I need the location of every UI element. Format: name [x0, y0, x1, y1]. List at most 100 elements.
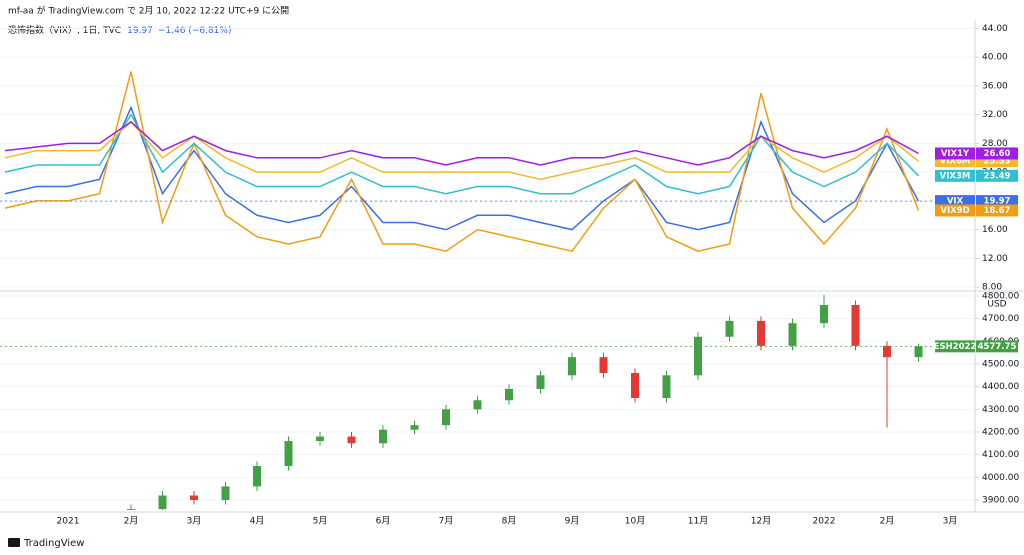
tag-name: VIX6M [940, 157, 971, 167]
x-tick-label: 5月 [313, 516, 328, 527]
candle-body [221, 486, 230, 501]
panes: 2021 2月 3月 4月 5月 6月 7月 8月 9月 10月 11月 12月 2022 2月 3月 8.0… [0, 24, 1019, 527]
candle-body [190, 495, 198, 501]
x-tick-label: 2月 [880, 516, 895, 527]
tag-value: 25.53 [984, 157, 1011, 167]
y-tick-label: 4400.00 [982, 382, 1019, 392]
candle-body [284, 441, 293, 467]
y-tick-label: 4700.00 [982, 314, 1019, 324]
series-line [4, 113, 920, 195]
candle-body [914, 346, 923, 358]
tag-value: 4577.75 [978, 342, 1017, 352]
candle-body [347, 436, 356, 444]
candle-body [536, 375, 545, 389]
candle-body [694, 336, 702, 376]
candle-body [127, 509, 135, 510]
y-tick-label: 4300.00 [982, 405, 1019, 415]
brand-name: TradingView [23, 538, 84, 549]
x-tick-label: 3月 [943, 516, 958, 527]
tag-name-bg [935, 195, 975, 208]
candle-body [568, 357, 576, 376]
x-tick-label: 3月 [187, 516, 202, 527]
tag-name: ESH2022 [934, 342, 977, 352]
x-tick-label: 10月 [625, 516, 645, 527]
y-tick-label: 16.00 [982, 225, 1008, 235]
x-tick-label: 2022 [813, 517, 836, 527]
series-line [4, 120, 919, 181]
brand-logo [8, 538, 20, 547]
legend-title: 恐怖指数（VIX）, 1日, TVC 19.97 −1.46 (−6.81%) [8, 24, 231, 36]
y-tick-label: 4000.00 [982, 473, 1019, 483]
candle-body [442, 409, 450, 426]
tag-name-bg [935, 169, 975, 182]
y-tick-label: 4100.00 [982, 450, 1019, 460]
tag-value-bg [976, 195, 1018, 208]
y-tick-label: 44.00 [982, 24, 1008, 34]
series-line [4, 120, 919, 166]
tag-value: 19.97 [984, 197, 1011, 207]
candle-body [410, 425, 419, 430]
x-tick-label: 11月 [688, 516, 708, 527]
plot-area [0, 71, 975, 253]
y-tick-label: 4800.00 [982, 291, 1019, 301]
legend-change: −1.46 (−6.81%) [158, 26, 232, 36]
price-unit: USD [987, 300, 1006, 310]
candle-body [631, 373, 639, 398]
tag-value-bg [976, 204, 1018, 217]
candle-body [379, 429, 387, 444]
tag-value: 23.49 [984, 171, 1011, 181]
y-tick-label: 4200.00 [982, 427, 1019, 437]
candle-body [599, 357, 608, 374]
y-tick-label: 36.00 [982, 81, 1008, 91]
candle-body [473, 400, 482, 410]
candle-body [883, 345, 891, 358]
y-tick-label: 12.00 [982, 254, 1008, 264]
tag-value-bg [976, 340, 1018, 353]
series-line [4, 71, 920, 253]
candle-body [788, 323, 797, 346]
x-tick-label: 8月 [502, 516, 517, 527]
candle-body [725, 320, 734, 337]
x-tick-label: 7月 [439, 516, 454, 527]
candle-body [158, 495, 167, 510]
tag-name: VIX3M [940, 171, 971, 181]
tag-name-bg [935, 147, 975, 160]
series-line [4, 105, 920, 231]
candle-body [851, 305, 860, 346]
candle-body [757, 320, 765, 346]
tag-name: VIX [947, 197, 964, 207]
brand: TradingView [8, 538, 84, 549]
tag-value-bg [976, 169, 1018, 182]
x-tick-label: 12月 [751, 516, 771, 527]
tag-name: VIX1Y [941, 149, 970, 159]
y-tick-label: 4500.00 [982, 359, 1019, 369]
tag-name: VIX9D [940, 206, 969, 216]
candle-body [820, 305, 828, 324]
x-tick-label: 9月 [565, 516, 580, 527]
tag-value: 18.67 [984, 206, 1011, 216]
plot-area [0, 294, 975, 510]
legend-last: 19.97 [127, 26, 153, 36]
candle-body [505, 388, 513, 401]
tag-value-bg [976, 147, 1018, 160]
candle-body [662, 375, 671, 398]
y-tick-label: 3900.00 [982, 496, 1019, 506]
x-tick-label: 4月 [250, 516, 265, 527]
y-tick-label: 40.00 [982, 53, 1008, 63]
y-tick-label: 8.00 [982, 283, 1002, 293]
candle-body [316, 436, 324, 442]
legend-symbol: 恐怖指数（VIX）, 1日, TVC [8, 24, 121, 36]
x-tick-label: 6月 [376, 516, 391, 527]
y-tick-label: 32.00 [982, 110, 1008, 120]
tag-value: 26.60 [984, 149, 1011, 159]
pane: 3900.00 4000.00 4100.00 4200.00 4300.00 4400.… [0, 291, 1019, 510]
y-tick-label: 28.00 [982, 139, 1008, 149]
tag-name-bg [935, 340, 975, 353]
x-tick-label: 2月 [124, 516, 139, 527]
candle-body [253, 466, 261, 487]
x-tick-label: 2021 [57, 517, 80, 527]
tag-name-bg [935, 204, 975, 217]
pane: 8.0012.0016.0020.0024.0028.0032.0036.004… [0, 24, 1018, 293]
